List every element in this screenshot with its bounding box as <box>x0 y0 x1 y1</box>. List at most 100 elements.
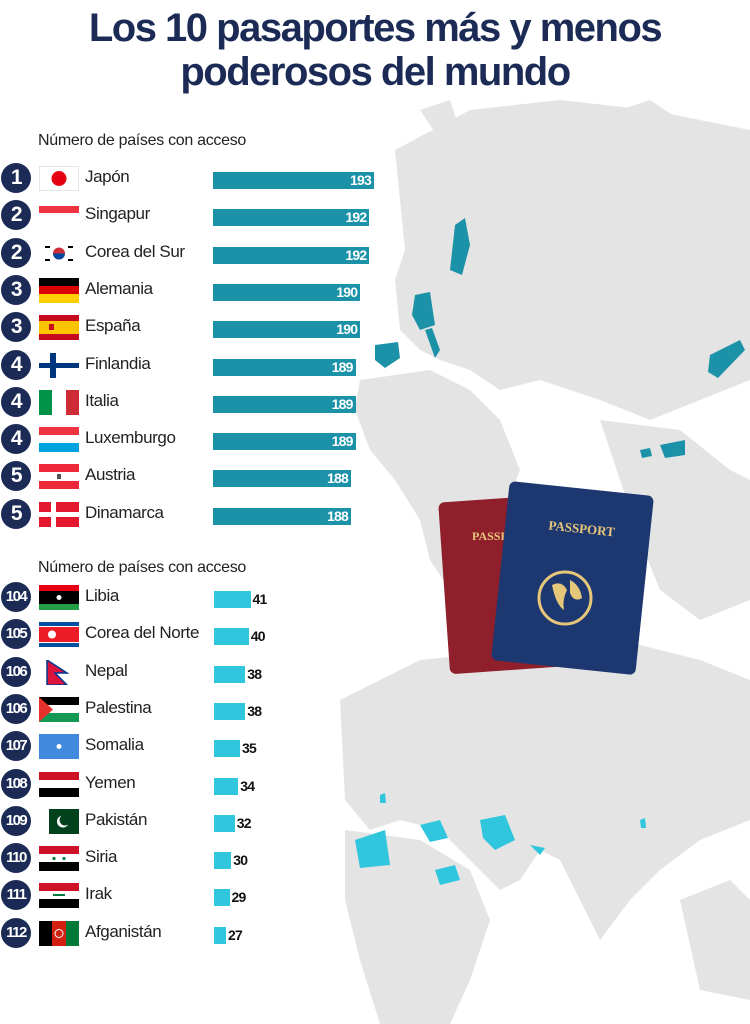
rank-badge: 2 <box>1 200 31 231</box>
country-name: Nepal <box>85 660 128 680</box>
bar-row: 3 Alemania 190 <box>0 274 400 305</box>
country-name: Libia <box>85 586 119 605</box>
rank-badge: 2 <box>1 237 31 268</box>
bar-value-label: 29 <box>231 889 247 906</box>
top-subtitle: Número de países con acceso <box>38 132 247 149</box>
bar <box>214 591 251 608</box>
bar-row: 106 Nepal 38 <box>0 656 400 687</box>
flag-it-icon <box>39 389 79 415</box>
rank-badge: 3 <box>1 312 31 343</box>
flag-sy-icon <box>39 846 79 872</box>
country-name: Alemania <box>85 278 153 298</box>
bar-row: 2 Singapur 192 <box>0 199 400 231</box>
bar: 188 <box>213 507 351 525</box>
bar-value-label: 41 <box>252 591 268 607</box>
bar-row: 104 Libia 41 <box>0 581 400 612</box>
bar: 189 <box>213 358 356 376</box>
bar-value-label: 35 <box>242 740 257 757</box>
country-name: Corea del Sur <box>85 241 185 261</box>
bar-value-label: 189 <box>331 358 354 375</box>
bar-row: 4 Finlandia 189 <box>0 349 400 380</box>
country-name: Dinamarca <box>85 502 164 522</box>
rank-badge: 106 <box>1 693 31 724</box>
bar-value-label: 192 <box>345 246 367 263</box>
rank-badge: 5 <box>1 461 31 492</box>
bar-row: 105 Corea del Norte 40 <box>0 618 400 650</box>
bar-value-label: 40 <box>250 628 266 645</box>
rank-badge: 109 <box>1 805 31 836</box>
bar-value-label: 189 <box>331 395 354 412</box>
flag-iq-icon <box>39 883 79 909</box>
bar-value-label: 190 <box>336 321 358 338</box>
country-name: Corea del Norte <box>85 623 200 643</box>
bar-row: 3 España 190 <box>0 311 400 343</box>
bar-value-label: 32 <box>236 814 252 831</box>
rank-badge: 4 <box>1 424 31 455</box>
flag-ly-icon <box>39 585 79 610</box>
country-name: Italia <box>85 390 119 410</box>
bar-row: 5 Dinamarca 188 <box>0 498 400 529</box>
bar-value-label: 38 <box>247 665 262 682</box>
flag-sg-icon <box>39 203 79 228</box>
bar <box>214 777 239 795</box>
bar-row: 109 Pakistán 32 <box>0 805 400 836</box>
bar-row: 110 Siria 30 <box>0 842 400 874</box>
country-name: Singapur <box>85 204 150 224</box>
bar <box>214 702 246 720</box>
rank-badge: 3 <box>1 274 31 305</box>
rank-badge: 1 <box>1 163 31 193</box>
flag-es-icon <box>39 315 79 341</box>
bar: 192 <box>213 246 370 264</box>
bar-row: 107 Somalia 35 <box>0 730 400 762</box>
rank-badge: 105 <box>1 619 31 650</box>
country-name: España <box>85 316 141 336</box>
rank-badge: 104 <box>1 582 31 612</box>
country-name: Irak <box>85 884 112 904</box>
bar-value-label: 192 <box>345 209 367 226</box>
bar-row: 1 Japón 193 <box>0 162 400 193</box>
rank-badge: 108 <box>1 768 31 799</box>
bar-value-label: 193 <box>350 172 372 188</box>
rank-badge: 110 <box>1 843 31 874</box>
bar-row: 112 Afganistán 27 <box>0 917 400 948</box>
bar: 193 <box>213 172 374 189</box>
country-name: Siria <box>85 847 118 867</box>
bar-value-label: 30 <box>233 852 248 869</box>
rank-badge: 4 <box>1 386 31 417</box>
bar: 192 <box>213 209 370 227</box>
bar: 190 <box>213 283 361 301</box>
bar <box>214 889 230 907</box>
country-name: Afganistán <box>85 921 162 941</box>
bar-row: 111 Irak 29 <box>0 879 400 911</box>
flag-kr-icon <box>39 240 79 266</box>
country-name: Somalia <box>85 735 144 755</box>
bar <box>214 740 240 758</box>
bar-value-label: 188 <box>327 470 349 487</box>
bar-row: 2 Corea del Sur 192 <box>0 237 400 268</box>
bar-value-label: 188 <box>327 507 349 524</box>
rank-badge: 106 <box>1 656 31 687</box>
rank-badge: 5 <box>1 498 31 529</box>
country-name: Yemen <box>85 772 136 792</box>
bar <box>214 814 235 832</box>
bar-value-label: 190 <box>336 283 358 300</box>
flag-fi-icon <box>39 352 79 378</box>
bar: 189 <box>213 433 356 451</box>
flag-jp-icon <box>38 165 80 192</box>
country-name: Palestina <box>85 697 152 717</box>
flag-ps-icon <box>39 696 79 722</box>
flag-np-icon <box>39 658 79 686</box>
rank-badge: 111 <box>1 880 31 911</box>
country-name: Pakistán <box>85 809 148 829</box>
bottom-subtitle: Número de países con acceso <box>38 559 247 576</box>
bar-row: 106 Palestina 38 <box>0 693 400 724</box>
title-line-2: poderosos del mundo <box>180 50 571 94</box>
passports-illustration: PASSPORT PASSPORT <box>438 481 654 675</box>
rank-badge: 112 <box>1 917 31 948</box>
bar <box>214 628 249 646</box>
bar: 190 <box>213 321 361 339</box>
flag-ye-icon <box>39 771 79 797</box>
bar: 188 <box>213 470 351 488</box>
flag-dk-icon <box>39 501 79 527</box>
